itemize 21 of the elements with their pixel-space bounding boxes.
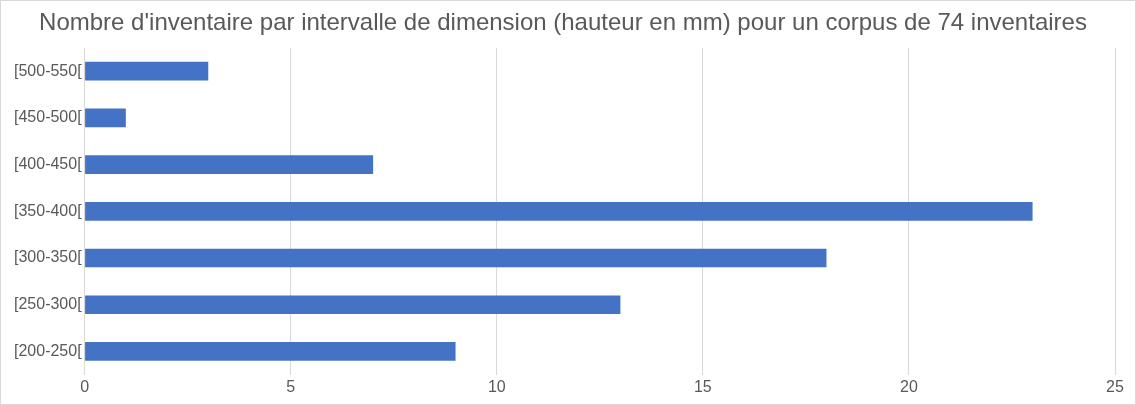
bar <box>85 61 209 81</box>
y-tick-label: [200-250[ <box>14 341 83 359</box>
x-tick-label: 5 <box>286 377 296 395</box>
x-tick-label: 15 <box>693 377 712 395</box>
bar <box>85 248 827 268</box>
y-tick-label: [450-500[ <box>14 108 83 126</box>
x-tick-label: 10 <box>487 377 506 395</box>
chart-title: Nombre d'inventaire par intervalle de dimension (hauteur en mm) pour un corpus de 74 inventaires <box>39 8 1087 36</box>
bar <box>85 155 374 174</box>
bar <box>85 342 456 361</box>
x-tick-label: 0 <box>80 377 90 395</box>
y-tick-label: [500-550[ <box>14 61 83 79</box>
y-tick-label: [350-400[ <box>14 201 83 219</box>
x-tick-label: 25 <box>1106 377 1124 395</box>
x-tick-label: 20 <box>900 377 918 395</box>
bar <box>85 201 1033 221</box>
y-tick-label: [300-350[ <box>14 248 83 266</box>
y-tick-label: [400-450[ <box>14 154 83 172</box>
bar <box>85 108 126 128</box>
bar <box>85 295 621 315</box>
y-tick-label: [250-300[ <box>14 295 83 313</box>
